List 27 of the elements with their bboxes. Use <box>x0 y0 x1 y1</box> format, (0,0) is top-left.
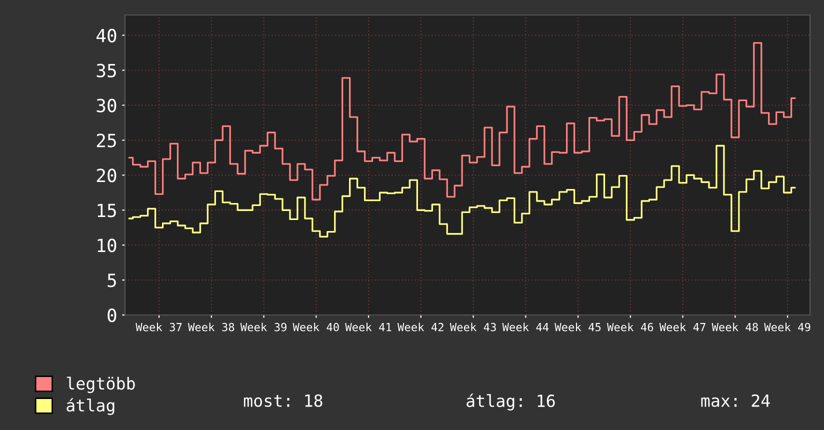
legend-label: átlag <box>66 398 114 415</box>
x-tick-label: Week 48 <box>712 322 758 332</box>
x-tick-label: Week 45 <box>554 322 601 332</box>
text: max: 24 <box>701 394 770 407</box>
y-tick-label: 0 <box>108 308 116 322</box>
y-tick-label: 30 <box>96 98 116 112</box>
x-tick-label: Week 39 <box>240 322 286 332</box>
x-tick-label: Week 41 <box>345 322 392 332</box>
x-tick-label: Week 43 <box>450 322 496 332</box>
text: átlag: 16 <box>466 394 555 411</box>
x-tick-label: Week 37 <box>136 322 182 332</box>
y-tick-label: 40 <box>96 28 116 42</box>
y-tick-label: 15 <box>98 204 116 218</box>
x-tick-label: Week 47 <box>659 322 706 332</box>
y-tick-label: 35 <box>96 64 116 78</box>
x-tick-label: Week 40 <box>292 322 339 332</box>
text: most: 18 <box>244 394 322 407</box>
x-tick-label: Week 44 <box>502 322 549 332</box>
y-tick-label: 20 <box>96 168 116 182</box>
y-tick-label: 10 <box>98 238 116 252</box>
x-tick-label: Week 42 <box>398 322 444 332</box>
x-tick-label: Week 38 <box>188 322 234 332</box>
x-tick-label: Week 46 <box>607 322 654 332</box>
x-tick-label: Week 49 <box>764 322 810 332</box>
y-tick-label: 5 <box>108 274 116 288</box>
y-tick-label: 25 <box>96 134 116 148</box>
legend-label: legtöbb <box>66 376 135 394</box>
